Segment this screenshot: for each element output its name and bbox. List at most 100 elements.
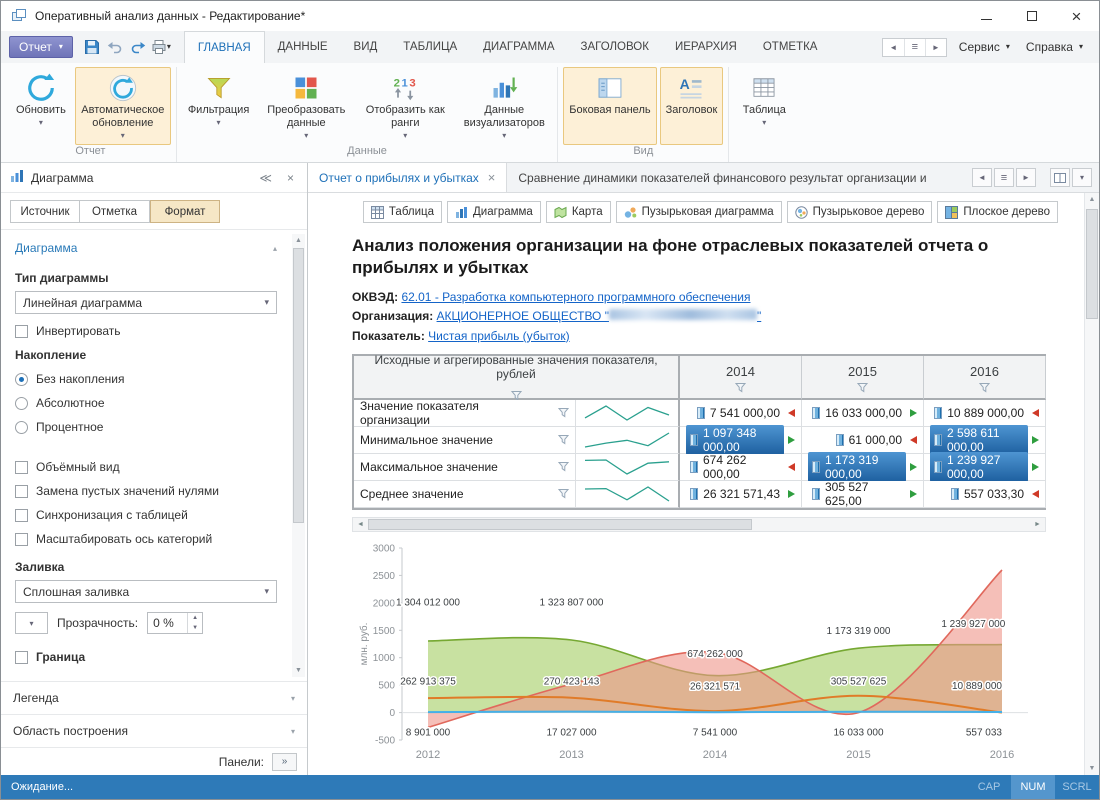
chart-type-select[interactable]: Линейная диаграмма ▾ bbox=[15, 291, 277, 314]
фильтрация-button[interactable]: Фильтрация ▾ bbox=[182, 67, 255, 145]
border-checkbox[interactable]: Граница bbox=[15, 650, 277, 664]
format-checkbox[interactable]: Замена пустых значений нулями bbox=[15, 484, 277, 498]
scroll-right-icon[interactable]: ► bbox=[1034, 520, 1041, 528]
table-cell[interactable]: 1 173 319 000,00 bbox=[802, 451, 924, 482]
stacking-option-radio[interactable]: Процентное bbox=[15, 420, 277, 434]
scroll-down-icon[interactable]: ▼ bbox=[1088, 765, 1096, 772]
nav-left-button[interactable]: ◄ bbox=[889, 42, 898, 52]
ribbon-tab-диаграмма[interactable]: ДИАГРАММА bbox=[483, 41, 555, 53]
format-checkbox[interactable]: Масштабировать ось категорий bbox=[15, 532, 277, 546]
боковая-панель-button[interactable]: Боковая панель bbox=[563, 67, 657, 145]
spin-down-icon[interactable]: ▼ bbox=[192, 625, 199, 631]
scroll-left-icon[interactable]: ◄ bbox=[357, 520, 364, 528]
table-cell[interactable]: 1 097 348 000,00 bbox=[680, 424, 802, 455]
save-button[interactable] bbox=[81, 36, 103, 58]
tabs-scroll-right-button[interactable]: ► bbox=[1016, 168, 1036, 187]
scroll-up-icon[interactable]: ▲ bbox=[295, 237, 302, 244]
maximize-button[interactable] bbox=[1009, 1, 1054, 31]
filter-funnel-icon[interactable] bbox=[857, 382, 868, 393]
scroll-up-icon[interactable]: ▲ bbox=[1088, 196, 1096, 203]
обновить-button[interactable]: Обновить ▾ bbox=[10, 67, 72, 145]
scrollbar-thumb[interactable] bbox=[293, 248, 304, 523]
panels-expand-button[interactable]: » bbox=[272, 752, 297, 771]
таблица-button[interactable]: Таблица ▾ bbox=[734, 67, 794, 145]
spin-up-icon[interactable]: ▲ bbox=[192, 615, 199, 621]
panel-tab-отметка[interactable]: Отметка bbox=[80, 200, 150, 223]
filter-funnel-icon[interactable] bbox=[735, 382, 746, 393]
filter-funnel-icon[interactable] bbox=[558, 461, 569, 472]
автоматическое-обновление-button[interactable]: Автоматическое обновление ▾ bbox=[74, 67, 171, 145]
menu-справка[interactable]: Справка ▾ bbox=[1025, 40, 1083, 54]
redo-button[interactable] bbox=[127, 36, 149, 58]
report-menu-button[interactable]: Отчет ▾ bbox=[9, 36, 73, 58]
doc-tab-active[interactable]: Отчет о прибылях и убытках × bbox=[308, 163, 508, 192]
table-cell[interactable]: 7 541 000,00 bbox=[680, 399, 802, 427]
split-layout-button[interactable] bbox=[1050, 168, 1070, 187]
отобразить-как-ранги-button[interactable]: 2 1 3 Отобразить как ранги ▾ bbox=[357, 67, 453, 145]
viz-button-карта[interactable]: Карта bbox=[545, 201, 611, 223]
column-header-2014[interactable]: 2014 bbox=[680, 355, 802, 400]
undo-button[interactable] bbox=[104, 36, 126, 58]
stacking-option-radio[interactable]: Абсолютное bbox=[15, 396, 277, 410]
table-cell[interactable]: 2 598 611 000,00 bbox=[924, 424, 1046, 455]
viz-button-плоское-дерево[interactable]: Плоское дерево bbox=[937, 201, 1059, 223]
преобразовать-данные-button[interactable]: Преобразовать данные ▾ bbox=[258, 67, 354, 145]
tabs-list-button[interactable]: ≡ bbox=[994, 168, 1014, 187]
ribbon-tab-вид[interactable]: ВИД bbox=[353, 41, 378, 53]
viz-button-таблица[interactable]: Таблица bbox=[362, 201, 443, 223]
indicator-link[interactable]: Чистая прибыль (убыток) bbox=[428, 329, 569, 343]
viz-button-диаграмма[interactable]: Диаграмма bbox=[447, 201, 541, 223]
table-cell[interactable]: 61 000,00 bbox=[802, 426, 924, 454]
filter-funnel-icon[interactable] bbox=[510, 390, 522, 401]
table-cell[interactable]: 674 262 000,00 bbox=[680, 453, 802, 481]
table-cell[interactable]: 557 033,30 bbox=[924, 480, 1046, 508]
ribbon-tab-заголовок[interactable]: ЗАГОЛОВОК bbox=[580, 41, 649, 53]
format-checkbox[interactable]: Объёмный вид bbox=[15, 460, 277, 474]
okved-link[interactable]: 62.01 - Разработка компьютерного програм… bbox=[401, 290, 750, 304]
filter-funnel-icon[interactable] bbox=[558, 488, 569, 499]
nav-list-button[interactable]: ≡ bbox=[903, 38, 925, 56]
column-header-2015[interactable]: 2015 bbox=[802, 355, 924, 400]
minimize-button[interactable] bbox=[964, 1, 1009, 31]
doc-tab-other[interactable]: Сравнение динамики показателей финансово… bbox=[507, 163, 965, 192]
close-tab-icon[interactable]: × bbox=[487, 170, 496, 185]
format-checkbox[interactable]: Синхронизация с таблицей bbox=[15, 508, 277, 522]
данные-визуализаторов-button[interactable]: Данные визуализаторов ▾ bbox=[456, 67, 552, 145]
panel-tab-формат[interactable]: Формат bbox=[150, 200, 220, 223]
table-cell[interactable]: 16 033 000,00 bbox=[802, 399, 924, 427]
table-cell[interactable]: 10 889 000,00 bbox=[924, 399, 1046, 427]
close-button[interactable]: × bbox=[1054, 1, 1099, 31]
ribbon-tab-данные[interactable]: ДАННЫЕ bbox=[277, 41, 328, 53]
section-chart[interactable]: Диаграмма ▴ bbox=[15, 232, 277, 262]
panel-scrollbar[interactable]: ▲ ▼ bbox=[292, 234, 305, 677]
scrollbar-thumb[interactable] bbox=[1086, 209, 1098, 319]
table-horizontal-scrollbar[interactable]: ◄ ► bbox=[352, 516, 1046, 532]
заголовок-button[interactable]: A Заголовок bbox=[659, 67, 724, 145]
filter-funnel-icon[interactable] bbox=[558, 434, 569, 445]
panel-tab-источник[interactable]: Источник bbox=[10, 200, 80, 223]
viz-button-пузырьковое-дерево[interactable]: Пузырьковое дерево bbox=[786, 201, 933, 223]
ribbon-tab-таблица[interactable]: ТАБЛИЦА bbox=[403, 41, 458, 53]
tabs-scroll-left-button[interactable]: ◄ bbox=[972, 168, 992, 187]
ribbon-tab-отметка[interactable]: ОТМЕТКА bbox=[762, 41, 818, 53]
layout-dropdown-button[interactable]: ▾ bbox=[1072, 168, 1092, 187]
scroll-down-icon[interactable]: ▼ bbox=[295, 667, 302, 674]
fill-select[interactable]: Сплошная заливка ▾ bbox=[15, 580, 277, 603]
menu-сервис[interactable]: Сервис ▾ bbox=[958, 40, 1010, 54]
stacking-option-radio[interactable]: Без накопления bbox=[15, 372, 277, 386]
opacity-spinner[interactable]: 0 % ▲ ▼ bbox=[147, 612, 204, 634]
collapse-panel-button[interactable]: ≪ bbox=[259, 170, 272, 185]
close-panel-button[interactable]: × bbox=[286, 170, 294, 185]
filter-funnel-icon[interactable] bbox=[558, 407, 569, 418]
invert-checkbox[interactable]: Инвертировать bbox=[15, 324, 277, 338]
section-область-построения[interactable]: Область построения ▾ bbox=[1, 714, 307, 747]
scrollbar-thumb[interactable] bbox=[368, 518, 752, 530]
fill-color-dropdown[interactable]: ▾ bbox=[15, 612, 48, 634]
content-vertical-scrollbar[interactable]: ▲ ▼ bbox=[1084, 193, 1099, 775]
table-cell[interactable]: 305 527 625,00 bbox=[802, 480, 924, 508]
section-легенда[interactable]: Легенда ▾ bbox=[1, 681, 307, 714]
viz-button-пузырьковая-диаграмма[interactable]: Пузырьковая диаграмма bbox=[615, 201, 782, 223]
nav-right-button[interactable]: ► bbox=[924, 38, 946, 56]
ribbon-tab-главная[interactable]: ГЛАВНАЯ bbox=[183, 31, 265, 63]
table-cell[interactable]: 1 239 927 000,00 bbox=[924, 451, 1046, 482]
